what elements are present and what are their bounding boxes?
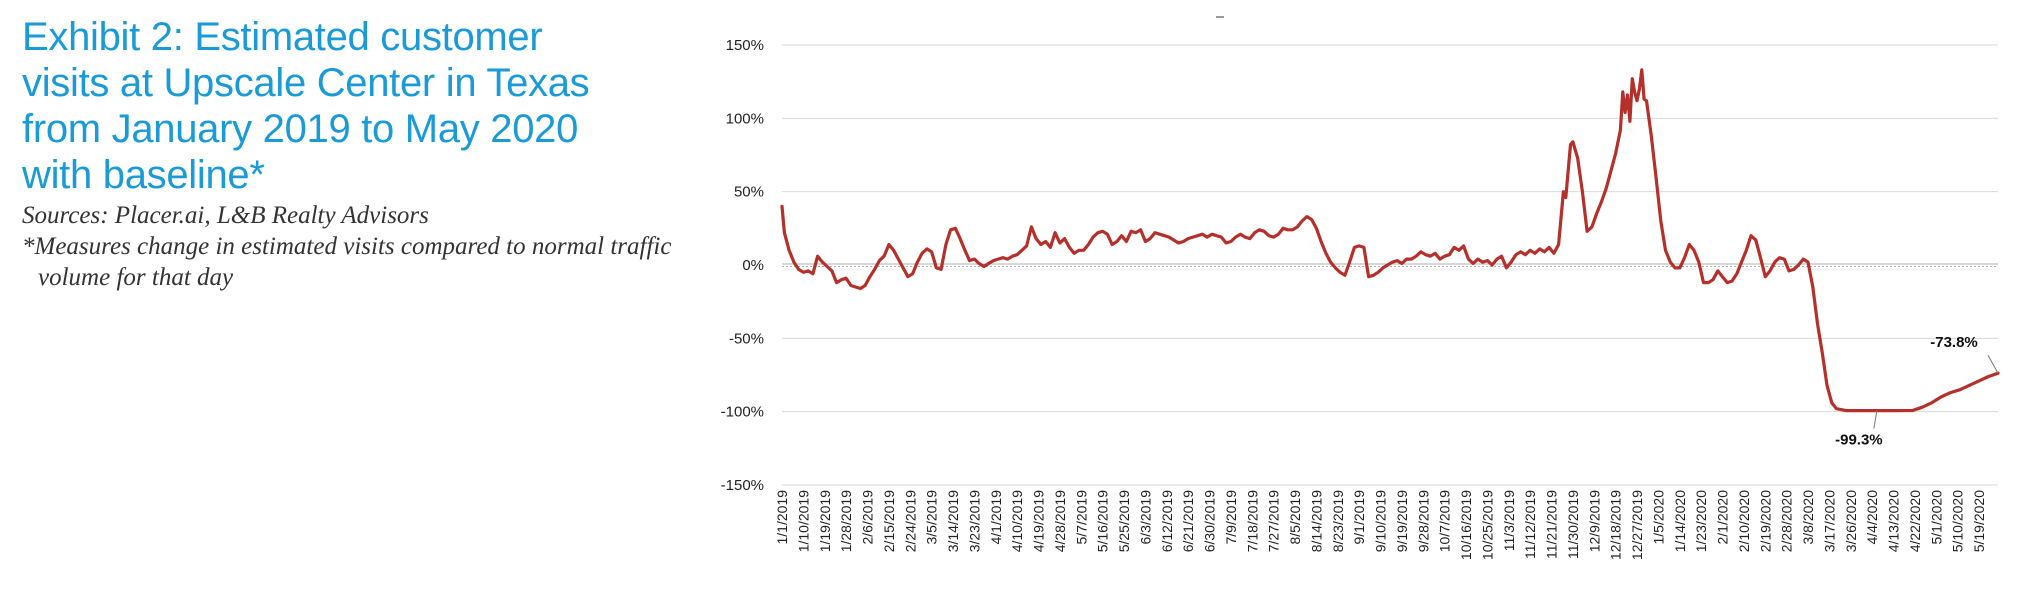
x-tick-label: 8/23/2019 <box>1330 490 1346 552</box>
x-tick-label: 4/13/2020 <box>1886 490 1902 552</box>
x-tick-label: 5/16/2019 <box>1095 490 1111 552</box>
y-tick-label: 100% <box>726 110 764 127</box>
x-tick-label: 7/9/2019 <box>1223 490 1239 545</box>
x-tick-label: 3/14/2019 <box>945 490 961 552</box>
y-tick-label: -50% <box>729 330 764 347</box>
x-tick-label: 6/3/2019 <box>1137 490 1153 545</box>
x-tick-label: 1/19/2019 <box>817 490 833 552</box>
x-tick-label: 4/22/2020 <box>1907 490 1923 552</box>
x-tick-label: 3/17/2020 <box>1821 490 1837 552</box>
x-tick-label: 12/27/2019 <box>1629 490 1645 560</box>
x-tick-label: 1/14/2020 <box>1672 490 1688 552</box>
x-tick-label: 2/1/2020 <box>1715 490 1731 545</box>
x-tick-label: 8/14/2019 <box>1308 490 1324 552</box>
x-tick-label: 5/25/2019 <box>1116 490 1132 552</box>
y-tick-label: 0% <box>742 257 764 274</box>
x-tick-label: 2/19/2020 <box>1757 490 1773 552</box>
x-tick-label: 2/6/2019 <box>860 490 876 545</box>
x-tick-label: 6/12/2019 <box>1159 490 1175 552</box>
x-tick-label: 7/18/2019 <box>1244 490 1260 552</box>
x-tick-label: 5/7/2019 <box>1073 490 1089 545</box>
series-layer <box>780 68 2000 413</box>
x-tick-label: 2/15/2019 <box>881 490 897 552</box>
x-tick-label: 4/10/2019 <box>1009 490 1025 552</box>
x-tick-label: 3/23/2019 <box>966 490 982 552</box>
x-tick-label: 10/25/2019 <box>1479 490 1495 560</box>
footnote: *Measures change in estimated visits com… <box>22 233 672 291</box>
y-tick-label: 150% <box>726 37 764 54</box>
sources-note: Sources: Placer.ai, L&B Realty Advisors <box>22 202 429 229</box>
x-tick-label: 11/30/2019 <box>1565 490 1581 559</box>
x-tick-label: 9/28/2019 <box>1415 490 1431 552</box>
x-tick-label: 7/27/2019 <box>1266 490 1282 552</box>
annotation-label: -73.8% <box>1930 334 1978 351</box>
x-tick-label: 12/9/2019 <box>1586 490 1602 552</box>
y-axis-ticks: 150% 100% 50% 0% -50% -100% -150% <box>721 37 764 494</box>
series-line <box>780 68 2000 413</box>
x-tick-label: 4/4/2020 <box>1864 490 1880 545</box>
x-tick-label: 11/12/2019 <box>1522 490 1538 559</box>
y-tick-label: -150% <box>721 477 764 494</box>
x-tick-label: 1/28/2019 <box>838 490 854 552</box>
x-tick-label: 3/26/2020 <box>1843 490 1859 552</box>
x-tick-label: 6/30/2019 <box>1202 490 1218 552</box>
annotations: -73.8% -99.3% <box>1835 334 1999 449</box>
x-tick-label: 4/1/2019 <box>988 490 1004 545</box>
x-tick-label: 3/5/2019 <box>924 490 940 545</box>
x-tick-label: 1/5/2020 <box>1650 490 1666 545</box>
x-tick-label: 9/10/2019 <box>1373 490 1389 552</box>
x-tick-label: 5/19/2020 <box>1971 490 1987 552</box>
x-axis-ticks: 1/1/2019 1/10/2019 1/19/2019 1/28/2019 2/6/2… <box>774 490 1987 560</box>
x-tick-label: 12/18/2019 <box>1608 490 1624 560</box>
x-tick-label: 1/23/2020 <box>1693 490 1709 552</box>
x-tick-label: 11/21/2019 <box>1544 490 1560 559</box>
x-tick-label: 1/10/2019 <box>795 490 811 552</box>
x-tick-label: 2/24/2019 <box>902 490 918 552</box>
annotation-label: -99.3% <box>1835 432 1883 449</box>
x-tick-label: 8/5/2019 <box>1287 490 1303 545</box>
annotation-leader <box>1987 354 1999 374</box>
annotation-leader <box>1873 410 1878 429</box>
x-tick-label: 9/1/2019 <box>1351 490 1367 545</box>
x-tick-label: 11/3/2019 <box>1501 490 1517 551</box>
y-tick-label: 50% <box>734 184 764 201</box>
x-tick-label: 9/19/2019 <box>1394 490 1410 552</box>
x-tick-label: 4/19/2019 <box>1031 490 1047 552</box>
y-tick-label: -100% <box>721 404 764 421</box>
x-tick-label: 4/28/2019 <box>1052 490 1068 552</box>
x-tick-label: 5/1/2020 <box>1928 490 1944 545</box>
exhibit-title: Exhibit 2: Estimated customer visits at … <box>22 15 590 197</box>
x-tick-label: 5/10/2020 <box>1950 490 1966 552</box>
x-tick-label: 3/8/2020 <box>1800 490 1816 545</box>
x-tick-label: 2/10/2020 <box>1736 490 1752 552</box>
x-tick-label: 2/28/2020 <box>1779 490 1795 552</box>
x-tick-label: 1/1/2019 <box>774 490 790 545</box>
x-tick-label: 10/7/2019 <box>1437 490 1453 552</box>
x-tick-label: 6/21/2019 <box>1180 490 1196 552</box>
x-tick-label: 10/16/2019 <box>1458 490 1474 560</box>
